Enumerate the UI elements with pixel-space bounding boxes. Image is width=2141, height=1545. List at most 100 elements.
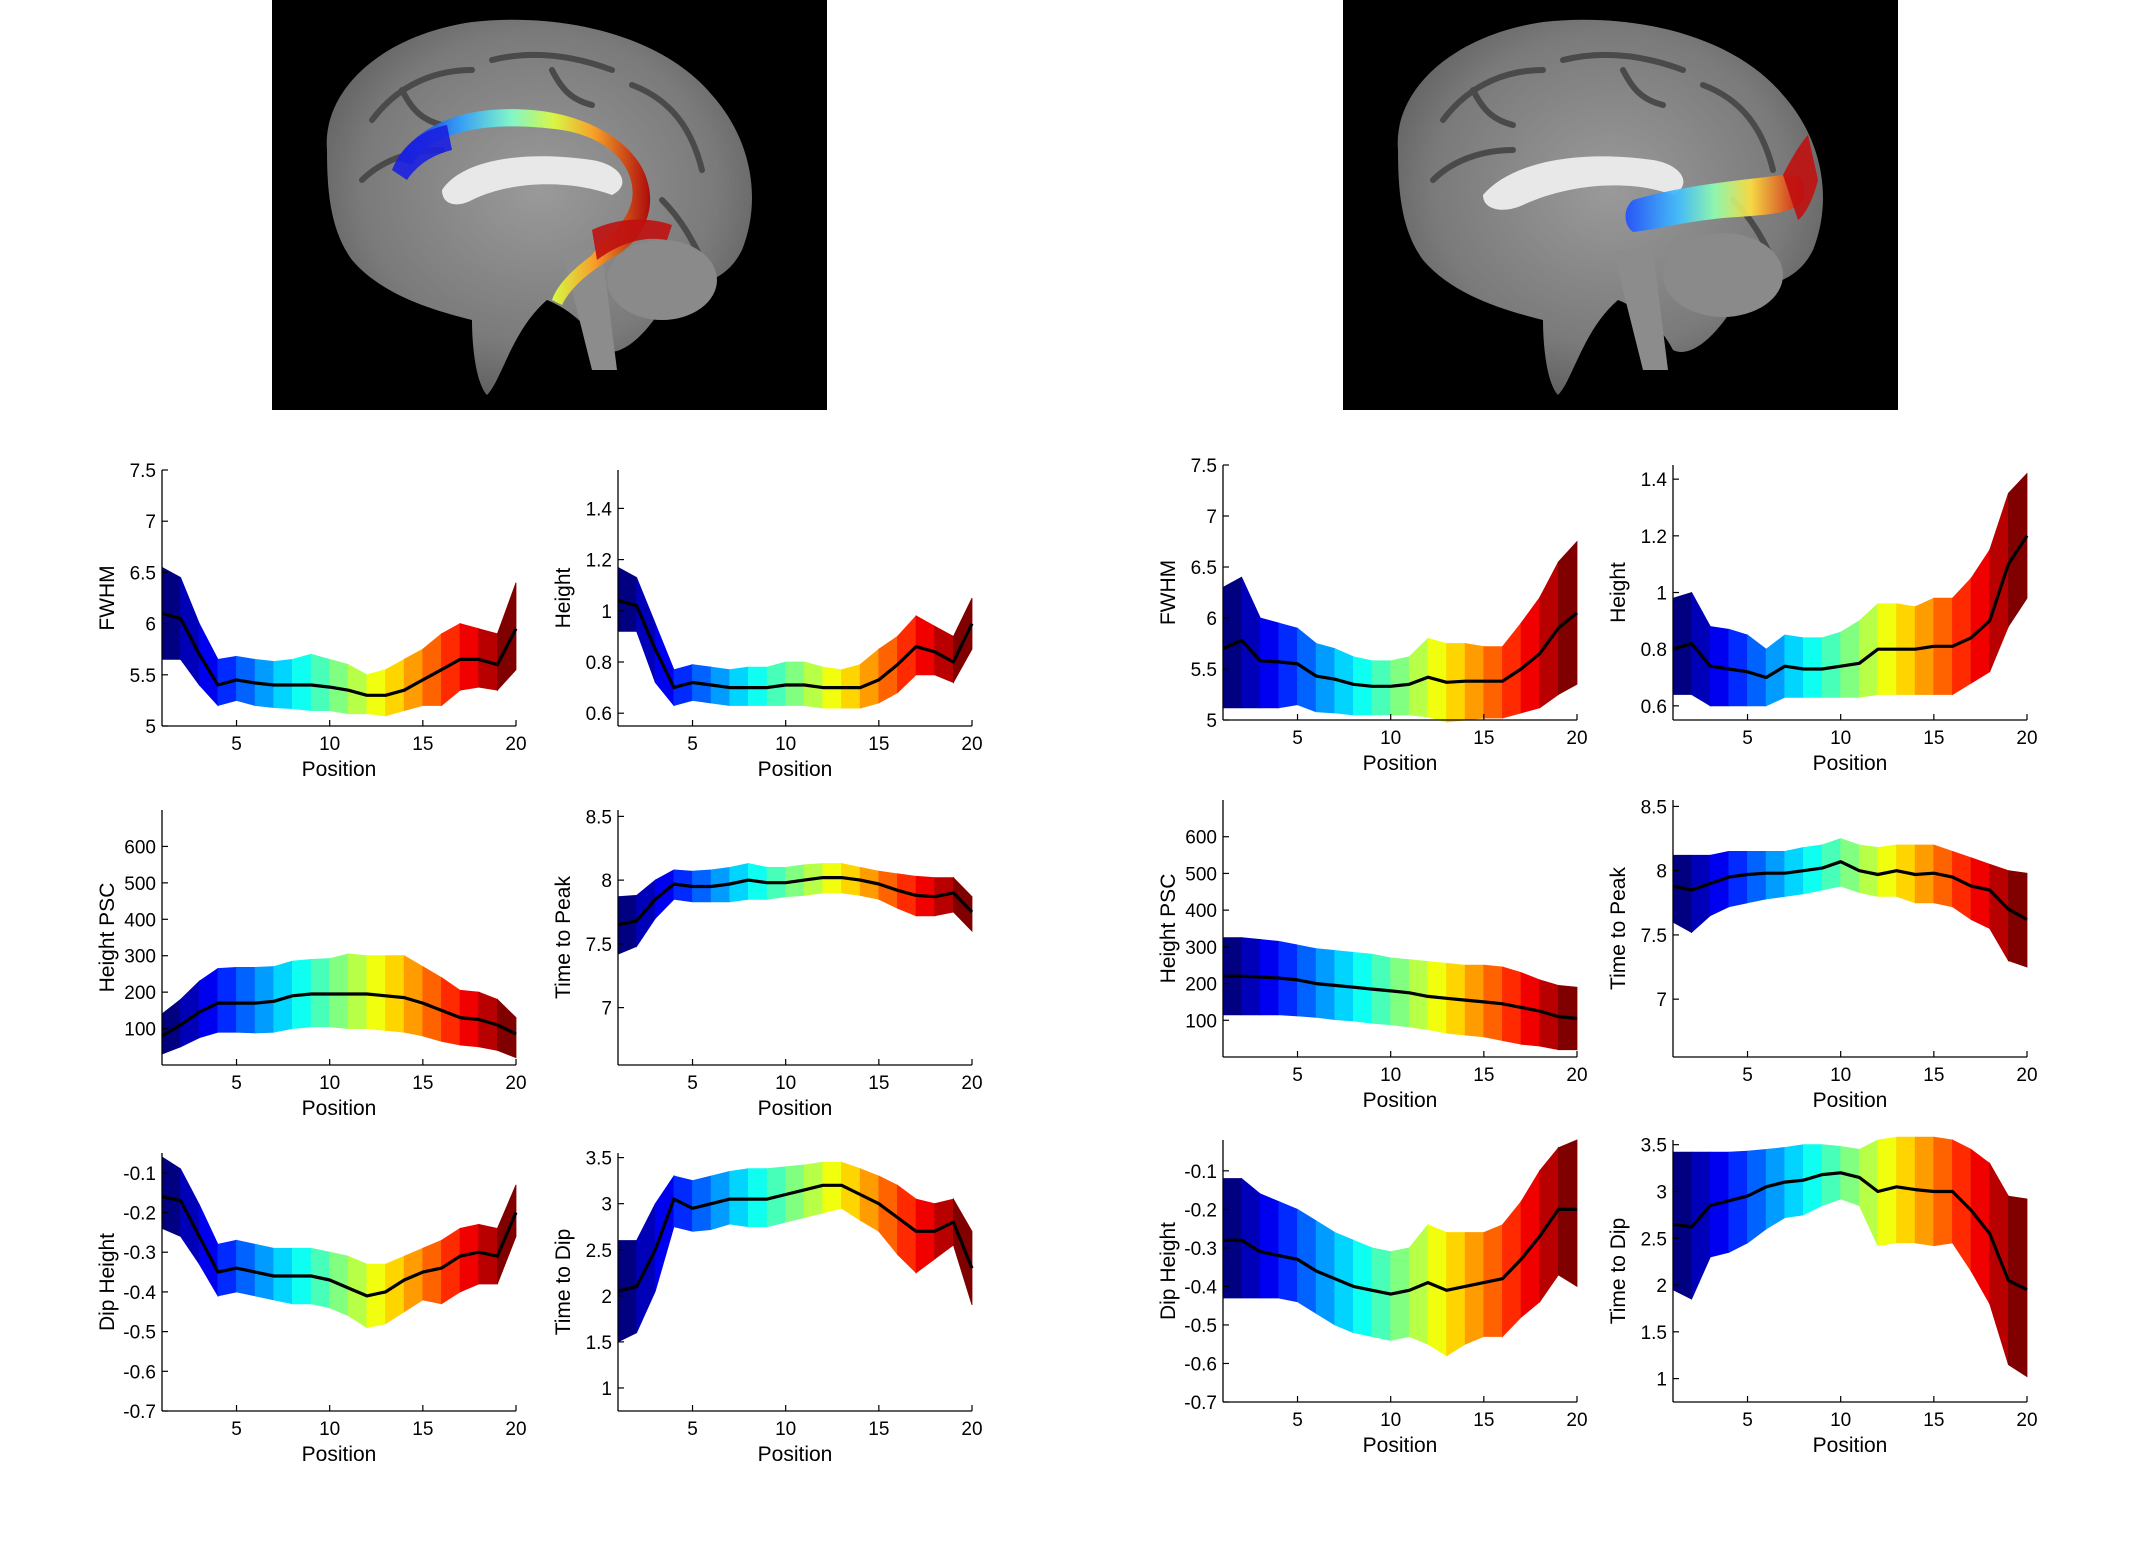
y-tick-label: 0.6 bbox=[586, 704, 612, 725]
x-tick-label: 20 bbox=[961, 1073, 982, 1094]
x-tick-label: 5 bbox=[1292, 728, 1303, 749]
x-tick-label: 15 bbox=[1473, 1410, 1494, 1431]
band-segment bbox=[1821, 631, 1842, 698]
x-tick-label: 10 bbox=[775, 734, 796, 755]
y-tick-label: 2 bbox=[1656, 1276, 1667, 1297]
x-tick-label: 10 bbox=[775, 1419, 796, 1440]
x-tick-label: 5 bbox=[1742, 728, 1753, 749]
x-tick-label: 10 bbox=[1380, 1410, 1401, 1431]
y-axis-label: Height PSC bbox=[96, 883, 119, 993]
band-segment bbox=[1970, 548, 1991, 684]
y-tick-label: 0.8 bbox=[586, 653, 612, 674]
band-segment bbox=[180, 577, 200, 687]
x-tick-label: 10 bbox=[1380, 728, 1401, 749]
chart-panel-3: 100 200 300 400 500 600 5 10 15 20 Position Height … bbox=[96, 810, 527, 1120]
brain-image-right bbox=[1397, 19, 1823, 395]
y-axis-label: Time to Dip bbox=[552, 1229, 575, 1336]
y-tick-label: 400 bbox=[1185, 901, 1217, 922]
x-axis-label: Position bbox=[302, 1097, 377, 1120]
mean-line bbox=[1223, 1207, 1577, 1296]
y-tick-label: 200 bbox=[124, 983, 156, 1004]
band-segment bbox=[1970, 857, 1991, 930]
band-segment bbox=[254, 966, 275, 1034]
x-tick-label: 10 bbox=[319, 1073, 340, 1094]
y-axis-label: Time to Peak bbox=[1607, 867, 1630, 990]
y-tick-label: 600 bbox=[1185, 828, 1217, 849]
y-tick-label: -0.5 bbox=[1184, 1316, 1217, 1337]
x-tick-label: 20 bbox=[505, 1419, 526, 1440]
band-segment bbox=[636, 879, 656, 948]
y-tick-label: 2.5 bbox=[1641, 1229, 1667, 1250]
band-segment bbox=[1765, 851, 1786, 900]
band-segment bbox=[1446, 1232, 1466, 1357]
x-axis-label: Position bbox=[302, 758, 377, 781]
y-tick-label: -0.6 bbox=[1184, 1354, 1217, 1375]
band-segment bbox=[1728, 628, 1748, 707]
y-tick-label: 2.5 bbox=[586, 1241, 612, 1262]
band-segment bbox=[1989, 493, 2009, 672]
y-tick-label: -0.3 bbox=[1184, 1239, 1217, 1260]
x-tick-label: 5 bbox=[687, 734, 698, 755]
chart-panel-8: 0.6 0.8 1 1.2 1.4 5 10 15 20 Position Height bbox=[1607, 465, 2038, 775]
band-segment bbox=[347, 663, 368, 715]
x-tick-label: 15 bbox=[1473, 728, 1494, 749]
y-axis-label: Height bbox=[1607, 562, 1630, 623]
band-segment bbox=[859, 648, 880, 709]
y-tick-label: 7.5 bbox=[130, 461, 156, 482]
y-tick-label: -0.1 bbox=[1184, 1162, 1217, 1183]
chart-panel-7: 5 5.5 6 6.5 7 7.5 5 10 15 20 Position FWHM bbox=[1157, 456, 1588, 775]
y-tick-label: -0.3 bbox=[123, 1243, 156, 1264]
mean-line bbox=[1222, 611, 1579, 688]
x-axis-label: Position bbox=[1813, 1089, 1888, 1112]
band-segment bbox=[1241, 1177, 1261, 1299]
band-segment bbox=[217, 966, 237, 1033]
chart-panel-6: 1 1.5 2 2.5 3 3.5 5 10 15 20 Position Time to Dip bbox=[552, 1149, 983, 1466]
y-tick-label: 5.5 bbox=[1191, 660, 1217, 681]
brain-sulci bbox=[359, 51, 705, 263]
band-segment bbox=[496, 582, 517, 692]
y-tick-label: 0.8 bbox=[1641, 640, 1667, 661]
x-tick-label: 10 bbox=[1830, 728, 1851, 749]
x-tick-label: 5 bbox=[687, 1073, 698, 1094]
band-segment bbox=[459, 1223, 480, 1293]
fiber-tract-posterior-fan bbox=[592, 219, 672, 260]
y-tick-label: 300 bbox=[1185, 938, 1217, 959]
x-tick-label: 20 bbox=[961, 1419, 982, 1440]
band-segment bbox=[198, 623, 219, 707]
band-segment bbox=[2008, 870, 2028, 968]
x-tick-label: 20 bbox=[2016, 1410, 2037, 1431]
x-tick-label: 10 bbox=[319, 1419, 340, 1440]
mean-line bbox=[1672, 1171, 2028, 1292]
y-tick-label: 500 bbox=[124, 874, 156, 895]
x-tick-label: 15 bbox=[412, 734, 433, 755]
y-tick-label: 8.5 bbox=[1641, 797, 1667, 818]
x-tick-label: 15 bbox=[412, 1419, 433, 1440]
y-tick-label: 1.5 bbox=[586, 1333, 612, 1354]
band-segment bbox=[1747, 851, 1767, 904]
y-tick-label: 5.5 bbox=[130, 666, 156, 687]
y-tick-label: 1 bbox=[1656, 1370, 1667, 1391]
x-tick-label: 15 bbox=[1923, 1065, 1944, 1086]
y-tick-label: 3.5 bbox=[1641, 1136, 1667, 1157]
y-tick-label: 1 bbox=[601, 602, 612, 623]
mean-line bbox=[617, 876, 974, 927]
y-tick-label: 2 bbox=[601, 1287, 612, 1308]
y-tick-label: -0.4 bbox=[1184, 1277, 1217, 1298]
y-tick-label: 600 bbox=[124, 837, 156, 858]
x-tick-label: 15 bbox=[1923, 1410, 1944, 1431]
x-tick-label: 20 bbox=[505, 1073, 526, 1094]
y-axis-label: Dip Height bbox=[1157, 1222, 1180, 1320]
y-tick-label: 8 bbox=[1656, 862, 1667, 883]
x-axis-label: Position bbox=[1813, 1434, 1888, 1457]
chart-panel-2: 0.6 0.8 1 1.2 1.4 5 10 15 20 Position Height bbox=[552, 470, 983, 781]
mean-line bbox=[161, 992, 517, 1038]
y-axis-label: Time to Dip bbox=[1607, 1218, 1630, 1325]
y-tick-label: 1.4 bbox=[586, 499, 613, 520]
cerebellum bbox=[607, 240, 717, 320]
band-segment bbox=[878, 635, 898, 704]
mean-line bbox=[617, 1183, 974, 1293]
x-tick-label: 10 bbox=[775, 1073, 796, 1094]
mean-line bbox=[1672, 534, 2029, 680]
y-tick-label: -0.6 bbox=[123, 1362, 156, 1383]
brain-image-left bbox=[326, 19, 752, 395]
